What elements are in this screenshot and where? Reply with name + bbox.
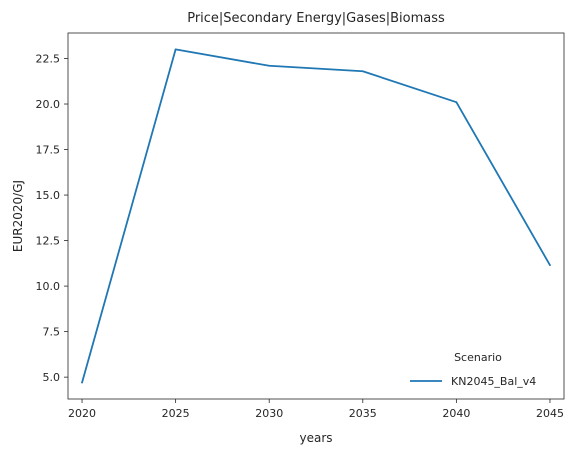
y-tick-label: 17.5 xyxy=(36,144,61,157)
y-tick-label: 7.5 xyxy=(43,326,61,339)
x-axis-label: years xyxy=(299,431,332,445)
x-tick-label: 2045 xyxy=(536,407,564,420)
data-point xyxy=(455,101,458,104)
y-tick-label: 20.0 xyxy=(36,98,61,111)
data-point xyxy=(361,70,364,73)
series-line xyxy=(81,48,551,383)
legend-entry-label: KN2045_Bal_v4 xyxy=(451,375,536,388)
y-axis-label: EUR2020/GJ xyxy=(11,180,25,252)
x-tick-label: 2040 xyxy=(442,407,470,420)
data-point xyxy=(549,264,551,267)
chart-title: Price|Secondary Energy|Gases|Biomass xyxy=(187,11,445,26)
legend: Scenario KN2045_Bal_v4 xyxy=(410,351,536,388)
plot-frame xyxy=(67,32,565,400)
y-tick-label: 12.5 xyxy=(36,235,61,248)
x-tick-label: 2035 xyxy=(349,407,377,420)
y-axis: 5.0 7.5 10.0 12.5 15.0 17.5 20.0 22.5 xyxy=(36,52,68,384)
data-point xyxy=(174,48,177,51)
data-point xyxy=(268,64,271,67)
data-point xyxy=(81,381,83,384)
series-layer xyxy=(81,48,551,384)
x-axis: 2020 2025 2030 2035 2040 2045 xyxy=(68,399,564,420)
y-tick-label: 10.0 xyxy=(36,280,61,293)
x-tick-label: 2020 xyxy=(68,407,96,420)
x-tick-label: 2025 xyxy=(162,407,190,420)
y-tick-label: 22.5 xyxy=(36,52,61,65)
y-tick-label: 15.0 xyxy=(36,189,61,202)
legend-title: Scenario xyxy=(454,351,502,364)
plot-area xyxy=(67,32,565,400)
y-tick-label: 5.0 xyxy=(43,371,61,384)
x-tick-label: 2030 xyxy=(255,407,283,420)
